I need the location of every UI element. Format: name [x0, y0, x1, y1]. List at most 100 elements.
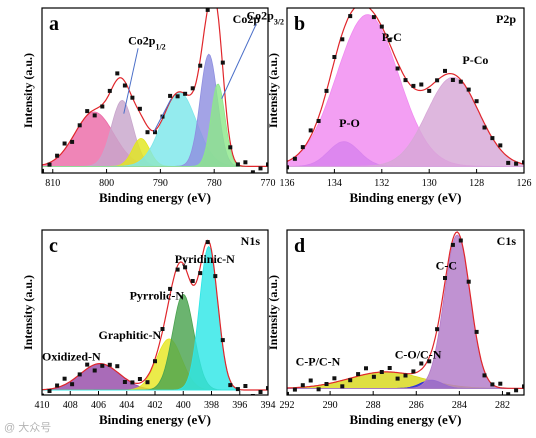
data-point-b-4	[316, 119, 321, 123]
data-point-a-17	[168, 93, 173, 98]
data-point-b-23	[466, 87, 471, 92]
data-point-b-2	[300, 145, 305, 150]
plot-area-b	[287, 1, 524, 170]
panel-a: 810 800 790 780 770 Binding energy (eV) Intens…	[21, 7, 284, 205]
data-point-a-30	[266, 162, 268, 167]
data-point-d-27	[498, 381, 503, 386]
data-point-b-19	[435, 78, 440, 83]
data-point-c-30	[266, 386, 268, 391]
panel-label-c: c	[49, 235, 58, 257]
data-point-d-30	[522, 384, 524, 389]
data-point-a-20	[190, 86, 195, 91]
data-point-d-18	[427, 359, 432, 364]
data-point-d-12	[379, 370, 384, 374]
annotation-arrow-a-1	[221, 23, 257, 99]
data-point-b-29	[514, 161, 519, 166]
data-point-d-9	[356, 372, 361, 377]
data-point-b-27	[498, 143, 503, 148]
x-tick-label-c-4: 402	[148, 400, 163, 411]
data-point-d-28	[506, 392, 511, 395]
data-point-b-14	[395, 66, 400, 71]
data-point-b-16	[411, 83, 416, 88]
x-tick-label-d-1: 290	[323, 400, 338, 411]
x-axis-label-c: Binding energy (eV)	[99, 412, 211, 427]
data-point-b-5	[324, 88, 329, 93]
data-point-d-29	[514, 388, 519, 393]
data-point-b-24	[474, 99, 479, 104]
watermark: @ 大众号	[4, 422, 52, 434]
data-point-b-3	[308, 128, 313, 133]
x-tick-label-a-4: 770	[261, 178, 276, 189]
x-tick-label-c-1: 408	[63, 400, 78, 411]
panel-label-d: d	[294, 235, 305, 257]
data-point-d-3	[308, 378, 313, 383]
data-point-c-9	[107, 362, 112, 367]
panel-label-a: a	[49, 13, 59, 35]
data-point-b-17	[419, 82, 424, 87]
annotation-arrow-extra-a	[153, 98, 172, 132]
x-tick-label-b-4: 128	[469, 178, 484, 189]
annotation-c-3: Oxidized-N	[42, 349, 101, 363]
data-point-c-24	[220, 338, 225, 343]
data-point-b-25	[482, 125, 487, 130]
data-point-d-10	[364, 366, 368, 371]
annotation-subscript-a-0: 1/2	[155, 42, 165, 51]
data-point-d-21	[450, 242, 455, 247]
data-point-c-8	[100, 363, 105, 368]
data-point-a-13	[137, 106, 142, 111]
data-point-a-7	[92, 113, 97, 118]
data-point-c-11	[122, 380, 127, 384]
data-point-c-5	[77, 372, 82, 377]
data-point-a-14	[145, 130, 150, 135]
x-tick-label-c-3: 404	[119, 400, 134, 411]
data-point-c-17	[168, 286, 173, 291]
data-point-d-23	[466, 279, 471, 284]
data-point-d-13	[387, 366, 392, 370]
data-point-a-12	[130, 95, 135, 100]
data-point-d-19	[435, 327, 440, 332]
data-point-d-8	[348, 378, 353, 383]
panel-title-b: P2p	[496, 12, 516, 26]
annotation-c-0: Pyridinic-N	[175, 252, 235, 266]
data-point-c-15	[153, 359, 157, 364]
data-point-a-28	[250, 170, 255, 173]
data-point-c-3	[62, 376, 67, 381]
data-point-b-9	[356, 1, 360, 5]
data-point-a-22	[205, 8, 210, 12]
x-tick-label-b-0: 136	[280, 178, 295, 189]
annotation-d-2: C-P/C-N	[296, 354, 341, 368]
data-point-c-25	[228, 383, 233, 388]
data-point-c-27	[243, 384, 248, 388]
x-tick-label-b-1: 134	[327, 178, 342, 189]
data-point-b-21	[450, 78, 455, 82]
x-tick-label-a-2: 790	[153, 178, 168, 189]
x-tick-label-d-4: 284	[452, 400, 467, 411]
data-point-c-18	[175, 267, 180, 272]
data-point-c-1	[47, 389, 52, 393]
annotation-d-1: C-O/C-N	[395, 348, 442, 362]
x-tick-label-d-3: 286	[409, 400, 424, 411]
data-point-b-8	[348, 14, 353, 19]
data-point-c-26	[235, 387, 240, 392]
data-point-d-5	[324, 382, 329, 386]
x-tick-label-a-3: 780	[207, 178, 222, 189]
data-point-c-20	[190, 279, 195, 283]
panel-d: 292 290 288 286 284 282 Binding energy (eV) Int…	[266, 229, 525, 427]
data-point-a-3	[62, 141, 67, 146]
plot-area-c	[42, 239, 268, 395]
data-point-b-30	[522, 160, 524, 165]
data-point-d-16	[411, 369, 416, 374]
plot-area-d	[287, 231, 524, 395]
y-axis-label-d: Intensity (a.u.)	[266, 275, 280, 350]
data-point-a-2	[55, 153, 60, 158]
data-point-d-0	[287, 391, 289, 395]
data-point-b-12	[379, 24, 384, 29]
annotation-b-1: P-Co	[462, 53, 488, 67]
x-tick-label-c-2: 406	[91, 400, 106, 411]
data-point-d-25	[482, 373, 487, 378]
data-point-d-26	[490, 382, 495, 387]
x-tick-label-d-5: 282	[495, 400, 510, 411]
panel-title-d: C1s	[497, 234, 517, 248]
data-point-a-4	[70, 139, 75, 144]
data-point-a-8	[100, 104, 105, 109]
